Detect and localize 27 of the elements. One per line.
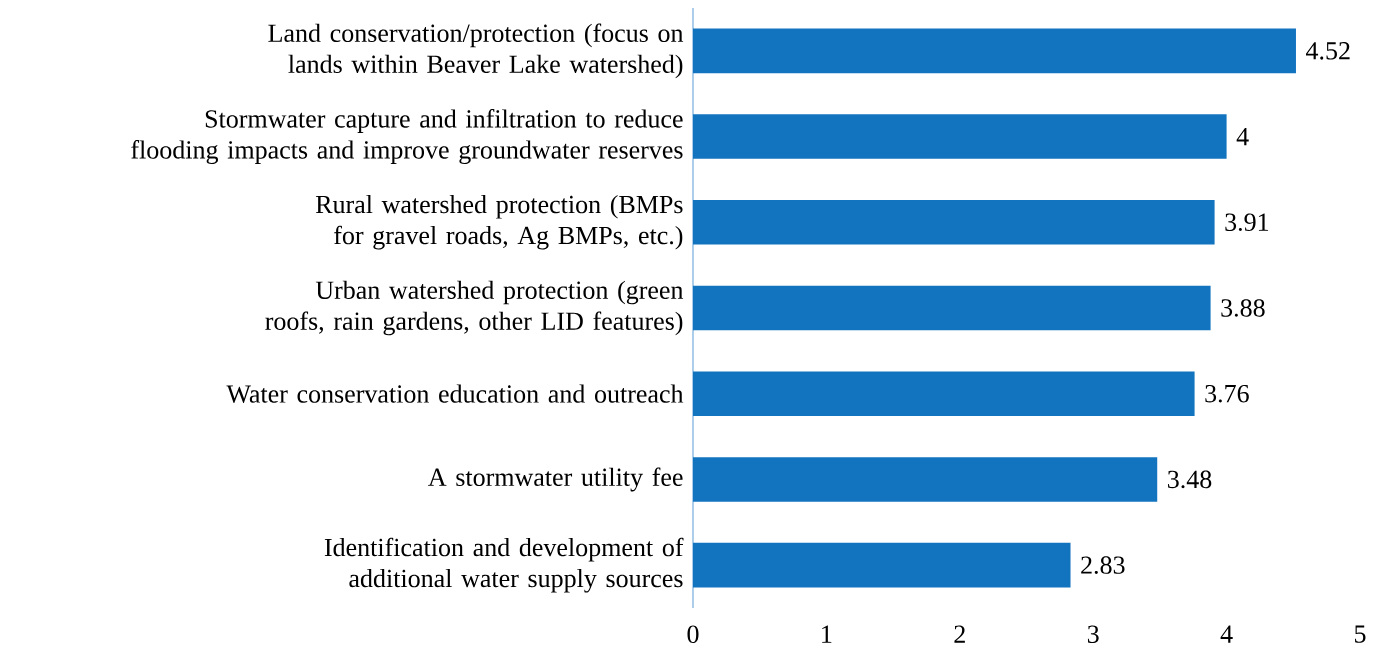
data-label: 3.91	[1225, 213, 1269, 232]
y-tick-label: Water conservation education and outreach	[226, 384, 684, 403]
x-tick-label: 0	[687, 625, 699, 644]
data-label: 3.48	[1168, 470, 1212, 489]
bar	[693, 285, 1211, 331]
data-label: 3.88	[1221, 299, 1265, 317]
y-tick-label: Land conservation/protection (focus on lands within Beaver Lake watershed)	[268, 23, 684, 79]
x-tick-label: 5	[1355, 625, 1366, 643]
x-tick-label: 2	[954, 625, 965, 643]
data-label: 3.76	[1205, 384, 1249, 403]
x-tick-label: 3	[1087, 625, 1099, 643]
x-tick-label: 1	[822, 625, 832, 643]
data-label: 4.52	[1306, 42, 1350, 60]
bar	[693, 371, 1195, 416]
x-tick-label: 4	[1220, 625, 1233, 643]
bar	[693, 28, 1296, 74]
bar	[693, 114, 1227, 159]
bar	[693, 542, 1071, 588]
bar	[693, 457, 1158, 502]
data-label: 4	[1236, 128, 1249, 146]
y-tick-label: Stormwater capture and infiltration to reduce flooding impacts and improve groundwater reserves	[131, 109, 683, 165]
y-tick-label: A stormwater utility fee	[428, 467, 683, 492]
data-label: 2.83	[1081, 556, 1125, 574]
y-tick-label: Urban watershed protection (green roofs, rain gardens, other LID features)	[265, 280, 684, 336]
bar	[693, 200, 1215, 245]
y-tick-label: Rural watershed protection (BMPs for gravel roads, Ag BMPs, etc.)	[315, 194, 683, 250]
y-tick-label: Identification and development of additional water supply sources	[324, 537, 684, 593]
